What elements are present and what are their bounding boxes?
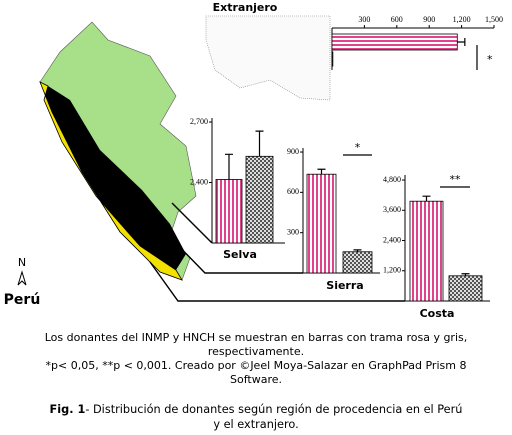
error-bar xyxy=(255,130,264,157)
bar xyxy=(331,33,458,51)
y-tick-label: 2,700 xyxy=(190,117,208,126)
bar xyxy=(215,179,243,244)
error-bar xyxy=(461,273,470,276)
x-tick-label: 900 xyxy=(423,15,435,24)
caption-line: Software. xyxy=(230,373,282,386)
chart-title: Sierra xyxy=(326,279,363,292)
bar xyxy=(409,200,444,302)
figure-label: Fig. 1 xyxy=(50,403,86,416)
foreign-map xyxy=(205,15,331,101)
y-tick-label: 900 xyxy=(287,147,299,156)
y-tick-label: 300 xyxy=(287,228,299,237)
y-tick-label: 2,400 xyxy=(383,235,401,244)
north-label: N xyxy=(18,256,26,269)
map-label: Perú xyxy=(4,292,41,308)
error-bar xyxy=(422,195,431,202)
x-tick-label: 300 xyxy=(358,15,370,24)
error-bar xyxy=(353,249,362,252)
error-bar xyxy=(225,153,233,180)
y-tick-label: 3,600 xyxy=(383,205,401,214)
x-tick-label: 1,500 xyxy=(485,15,503,24)
chart-title: Costa xyxy=(420,307,455,320)
bar xyxy=(331,51,334,67)
y-tick-label: 4,800 xyxy=(383,175,401,184)
y-tick-label: 2,400 xyxy=(190,177,208,186)
bar xyxy=(245,155,274,244)
bar xyxy=(306,173,337,274)
y-tick-label: 600 xyxy=(287,187,299,196)
caption-line: *p< 0,05, **p < 0,001. Creado por ©Jeel … xyxy=(46,359,467,372)
figure-caption: Fig. 1- Distribución de donantes según r… xyxy=(50,403,463,416)
caption-line: respectivamente. xyxy=(208,345,304,358)
chart-title: Extranjero xyxy=(213,1,278,14)
bar xyxy=(448,275,483,302)
chart-title: Selva xyxy=(223,248,257,261)
figure-caption: y el extranjero. xyxy=(213,418,298,431)
figure-text: - Distribución de donantes según región … xyxy=(85,403,462,416)
y-tick-label: 1,200 xyxy=(383,266,401,275)
x-tick-label: 1,200 xyxy=(453,15,471,24)
x-tick-label: 600 xyxy=(391,15,403,24)
error-bar xyxy=(457,38,466,46)
significance: ** xyxy=(450,173,462,186)
significance: * xyxy=(487,53,493,66)
significance: * xyxy=(355,141,361,154)
error-bar xyxy=(317,168,326,175)
bar xyxy=(342,251,373,274)
caption-line: Los donantes del INMP y HNCH se muestran… xyxy=(45,331,468,344)
peru-map xyxy=(39,21,197,281)
north-arrow xyxy=(17,270,27,286)
connectors xyxy=(149,202,405,302)
